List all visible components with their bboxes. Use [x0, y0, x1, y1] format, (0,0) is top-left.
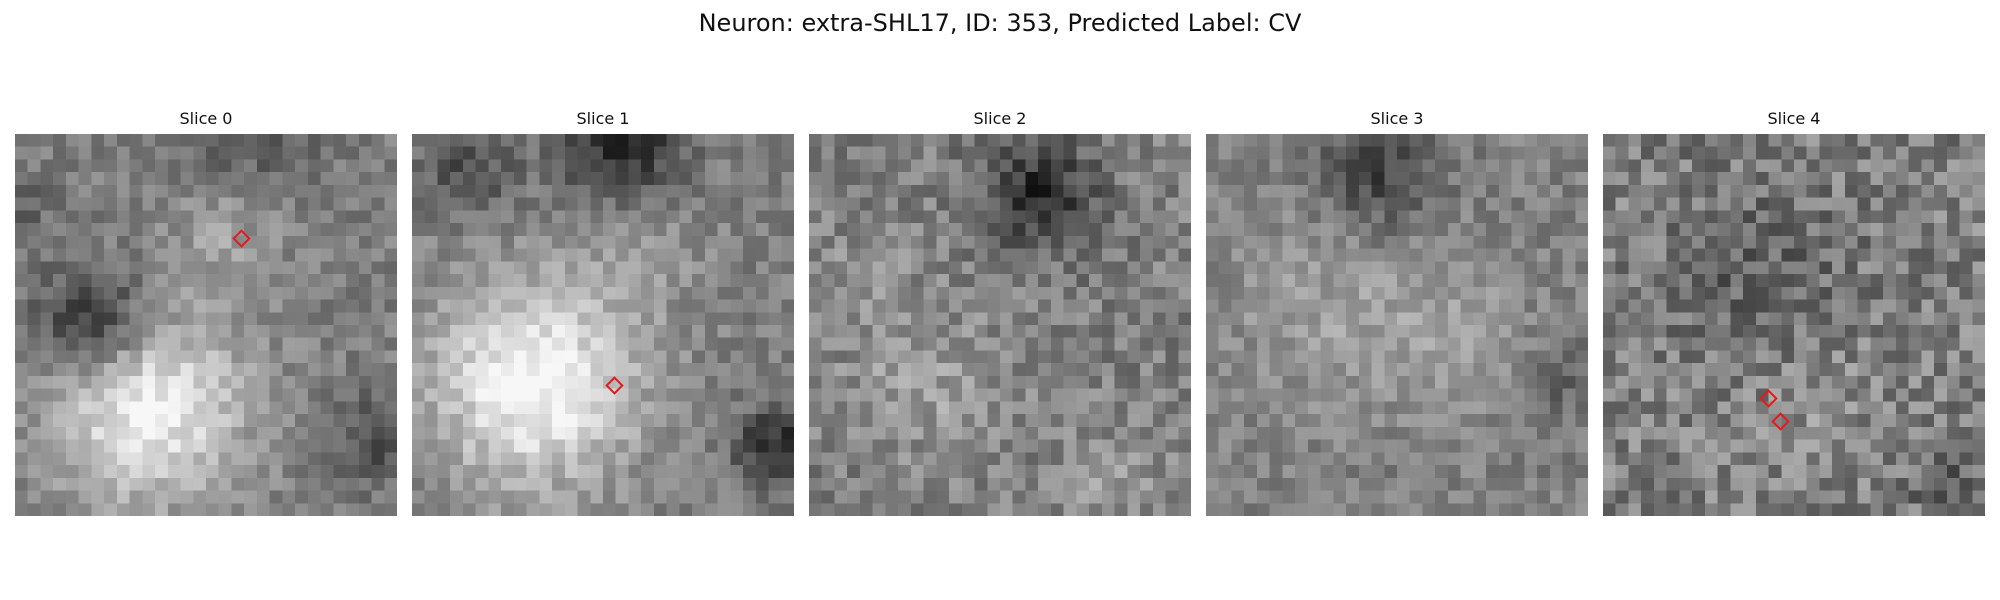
slice-title-3: Slice 3 [1370, 109, 1424, 128]
slice-title-2: Slice 2 [973, 109, 1027, 128]
slice-image-4 [1603, 134, 1985, 516]
slice-title-4: Slice 4 [1767, 109, 1821, 128]
slice-title-1: Slice 1 [576, 109, 630, 128]
slice-image-0 [15, 134, 397, 516]
slice-image-3 [1206, 134, 1588, 516]
slice-image-2 [809, 134, 1191, 516]
slice-title-0: Slice 0 [179, 109, 233, 128]
slice-image-1 [412, 134, 794, 516]
figure-title: Neuron: extra-SHL17, ID: 353, Predicted … [698, 9, 1302, 37]
